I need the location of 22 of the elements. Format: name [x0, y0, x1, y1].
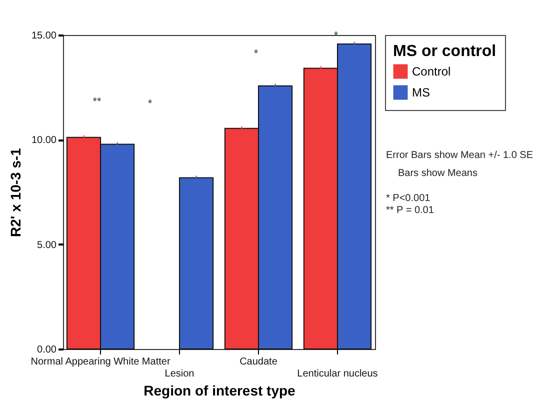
annotation: * — [334, 30, 338, 42]
legend-label: MS — [412, 86, 430, 100]
y-tick-label: 15.00 — [31, 30, 57, 42]
x-tick-label: Lesion — [164, 368, 194, 380]
y-tick-label: 10.00 — [31, 135, 57, 146]
bar — [179, 177, 214, 350]
text: Bars show Means — [397, 168, 478, 179]
annotation: * — [254, 48, 258, 60]
x-axis-title: Region of interest type — [144, 382, 296, 398]
x-tick-label: Caudate — [240, 356, 278, 368]
annotation: * — [148, 98, 152, 110]
legend-title: MS or control — [393, 43, 496, 60]
y-tick-label: 0.00 — [37, 344, 57, 356]
text: * P<0.001 — [386, 193, 432, 204]
legend-label: Control — [412, 64, 451, 78]
text: Error Bars show Mean +/- 1.0 SE — [386, 150, 534, 162]
annotation: ** — [92, 96, 102, 108]
y-axis-title: R2' x 10-3 s-1 — [7, 148, 24, 237]
y-tick-label: 5.00 — [37, 240, 57, 251]
text: ** P = 0.01 — [386, 204, 435, 216]
x-tick-label: Lenticular nucleus — [297, 368, 378, 380]
x-tick-label: Normal Appearing White Matter — [30, 356, 171, 368]
